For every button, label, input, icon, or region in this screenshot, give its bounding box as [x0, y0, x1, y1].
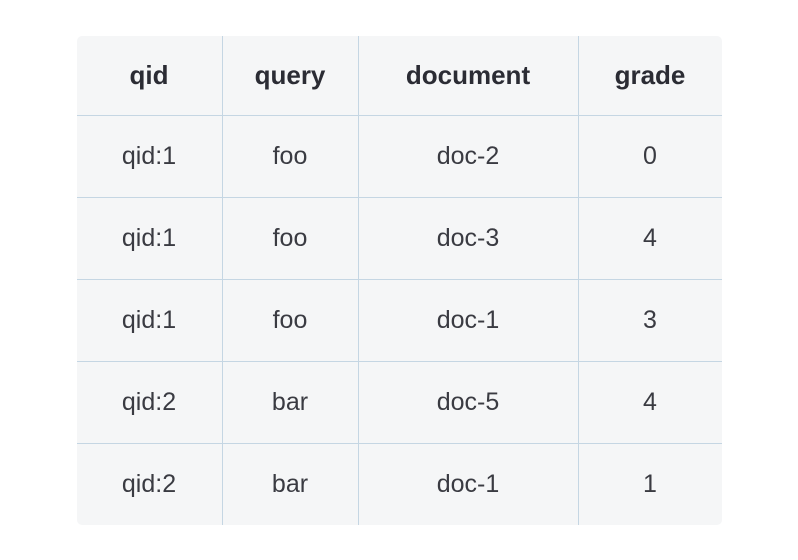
cell-grade: 4 [578, 361, 722, 443]
column-header-qid: qid [76, 35, 222, 115]
cell-grade: 0 [578, 115, 722, 197]
cell-qid: qid:1 [76, 197, 222, 279]
table-body: qid:1 foo doc-2 0 qid:1 foo doc-3 4 qid:… [76, 115, 722, 525]
cell-qid: qid:2 [76, 443, 222, 525]
table-header: qid query document grade [76, 35, 722, 115]
cell-document: doc-1 [358, 279, 578, 361]
data-table: qid query document grade qid:1 foo doc-2… [76, 35, 723, 526]
cell-document: doc-2 [358, 115, 578, 197]
cell-document: doc-3 [358, 197, 578, 279]
cell-query: foo [222, 197, 358, 279]
cell-qid: qid:1 [76, 279, 222, 361]
cell-query: bar [222, 443, 358, 525]
table-wrapper: qid query document grade qid:1 foo doc-2… [56, 15, 743, 546]
cell-document: doc-1 [358, 443, 578, 525]
table-row: qid:2 bar doc-1 1 [76, 443, 722, 525]
cell-grade: 1 [578, 443, 722, 525]
cell-query: foo [222, 115, 358, 197]
column-header-query: query [222, 35, 358, 115]
cell-query: foo [222, 279, 358, 361]
table-row: qid:2 bar doc-5 4 [76, 361, 722, 443]
column-header-grade: grade [578, 35, 722, 115]
table-row: qid:1 foo doc-3 4 [76, 197, 722, 279]
column-header-document: document [358, 35, 578, 115]
cell-document: doc-5 [358, 361, 578, 443]
cell-grade: 4 [578, 197, 722, 279]
cell-query: bar [222, 361, 358, 443]
table-row: qid:1 foo doc-2 0 [76, 115, 722, 197]
table-header-row: qid query document grade [76, 35, 722, 115]
cell-qid: qid:2 [76, 361, 222, 443]
cell-qid: qid:1 [76, 115, 222, 197]
table-row: qid:1 foo doc-1 3 [76, 279, 722, 361]
cell-grade: 3 [578, 279, 722, 361]
